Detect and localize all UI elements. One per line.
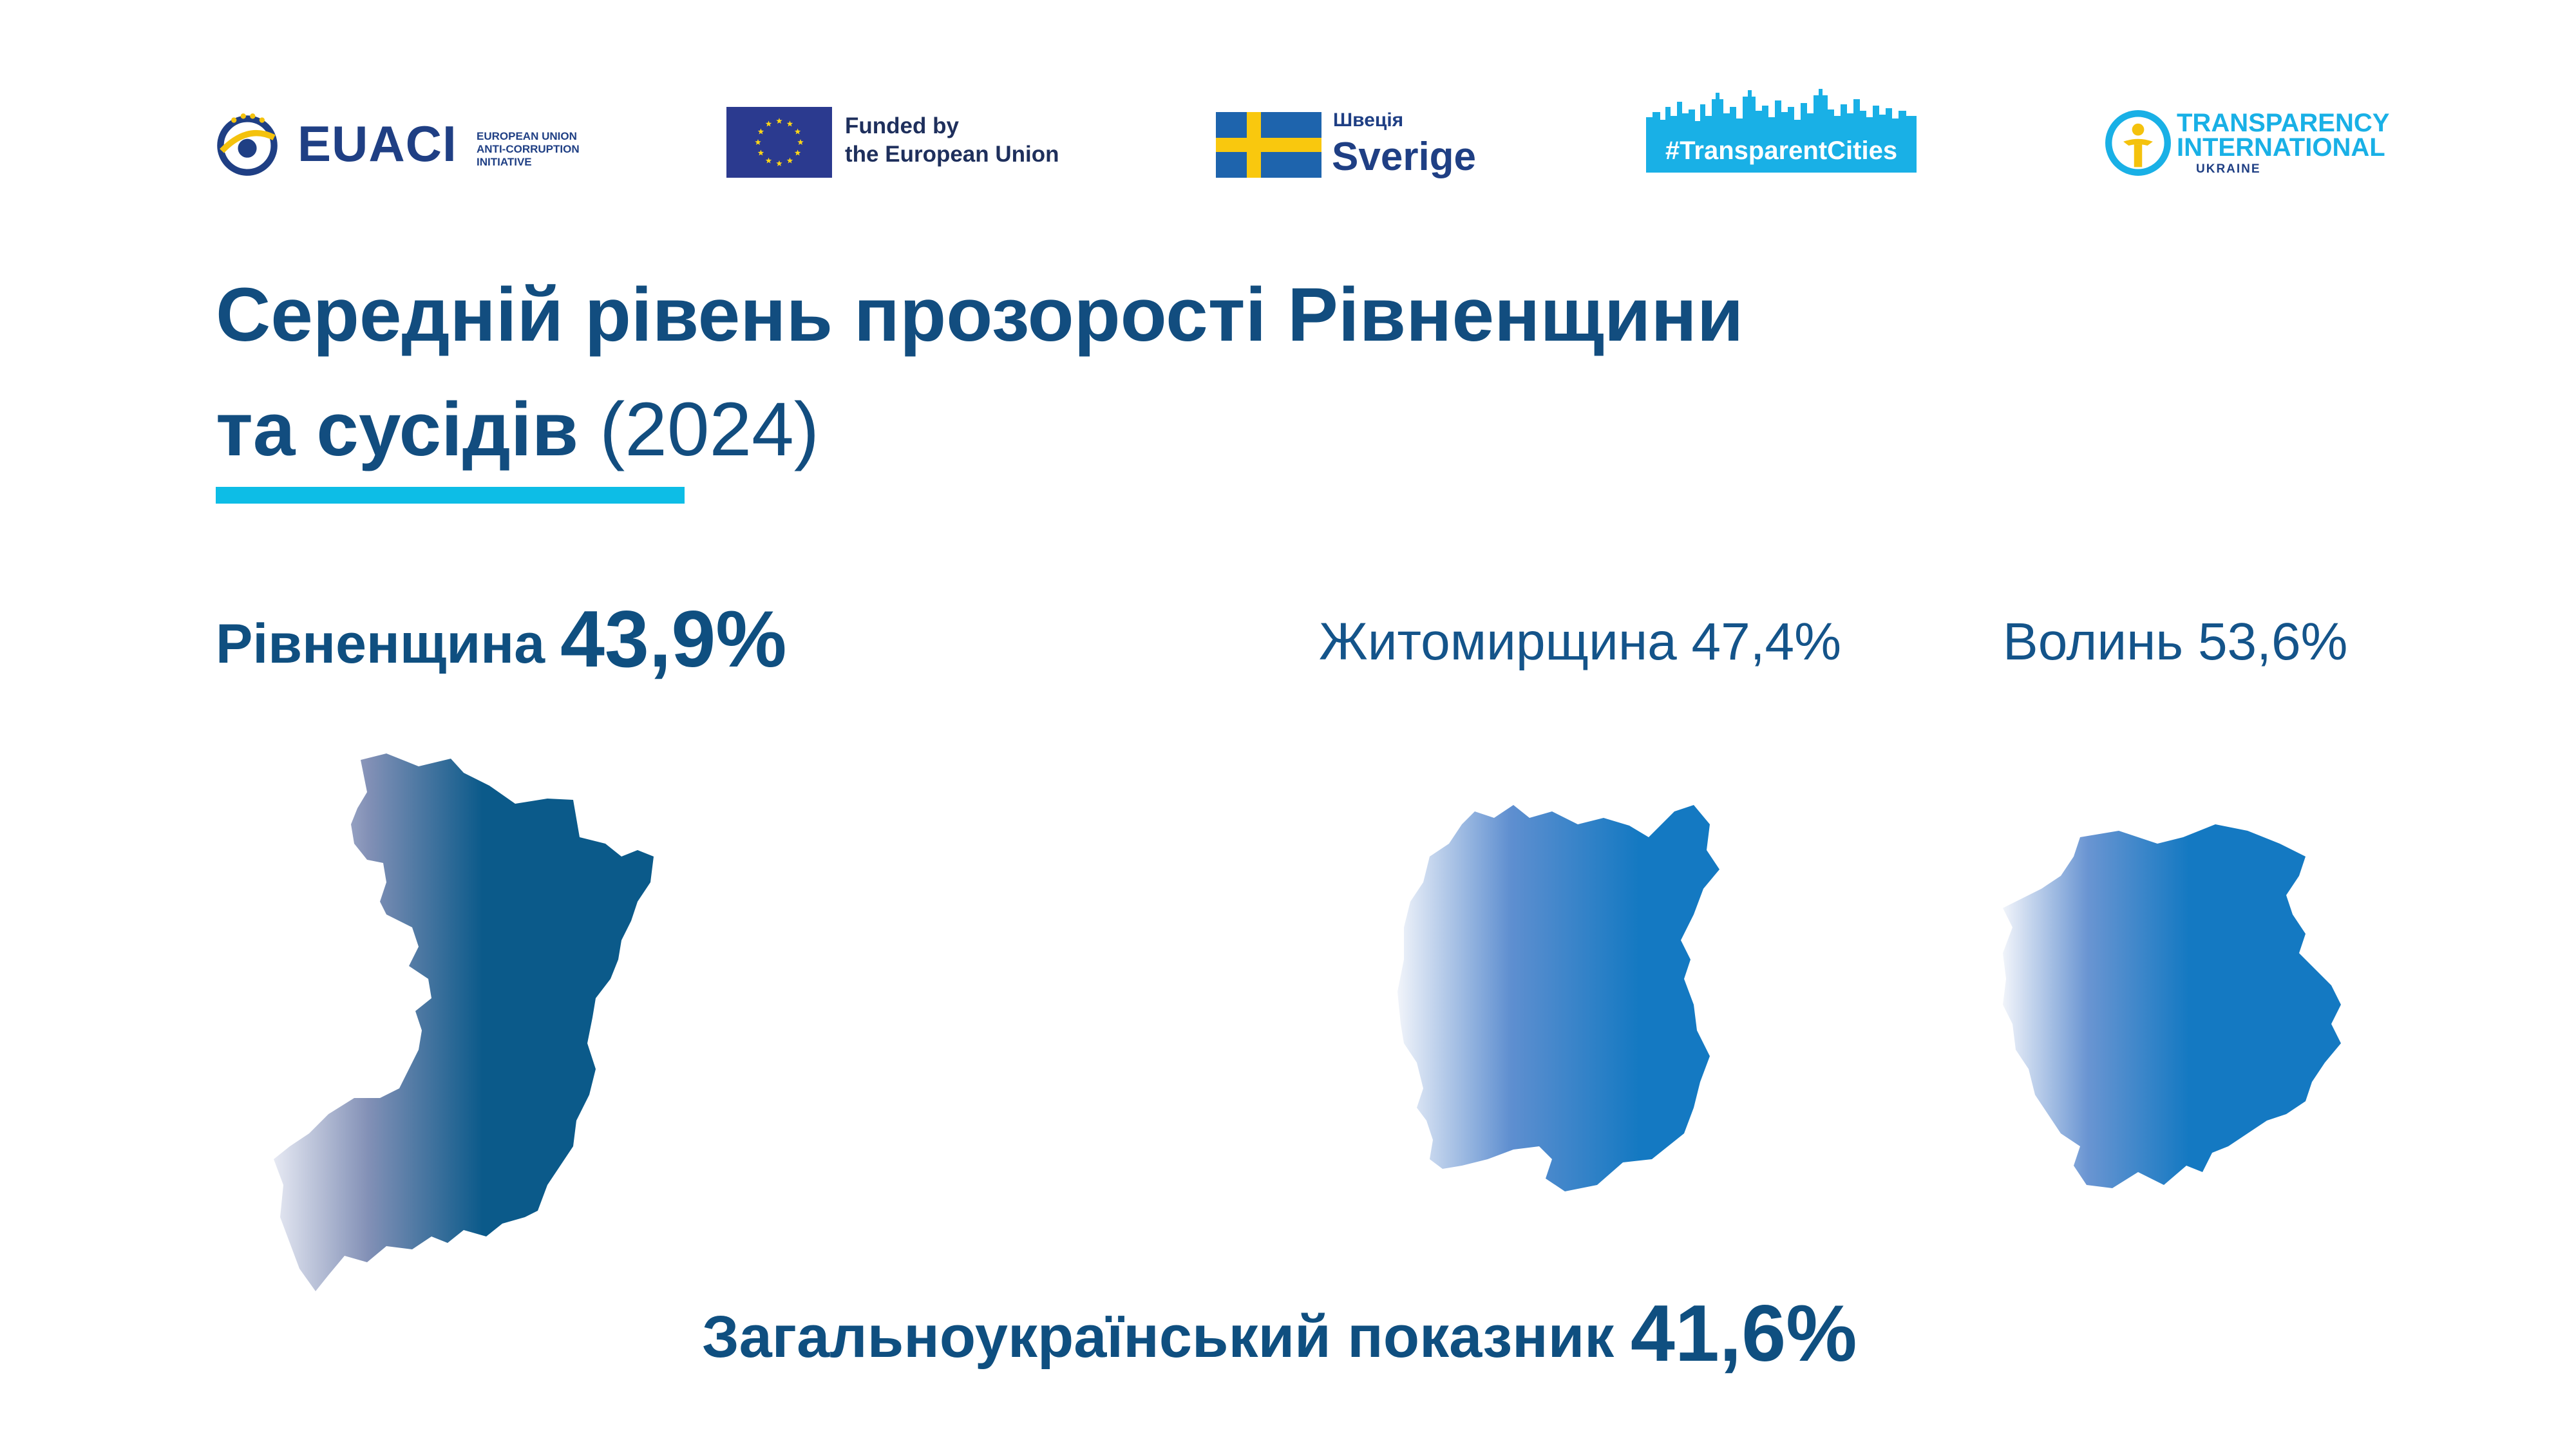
- rivne-value: 43,9%: [560, 595, 787, 684]
- rivne-label: Рівненщина 43,9%: [216, 594, 787, 685]
- ti-wordmark-line: TRANSPARENCY: [2177, 109, 2390, 137]
- volyn-label: Волинь 53,6%: [2003, 612, 2347, 672]
- euaci-subtitle: EUROPEAN UNION ANTI-CORRUPTION INITIATIV…: [477, 130, 580, 169]
- volyn-value: 53,6%: [2197, 612, 2348, 671]
- zhytomyr-value: 47,4%: [1691, 612, 1842, 671]
- transparent-cities-text: #TransparentCities: [1665, 137, 1898, 165]
- eu-flag-icon: [726, 107, 832, 178]
- eu-star-icon: [776, 118, 782, 124]
- national-value: 41,6%: [1630, 1289, 1857, 1378]
- sweden-flag-icon: [1216, 112, 1321, 178]
- national-label: Загальноукраїнський показник: [702, 1304, 1615, 1370]
- zhytomyr-region-map: [1397, 805, 1719, 1191]
- transparent-cities-banner: [1646, 133, 1917, 173]
- eu-star-icon: [786, 120, 793, 127]
- ti-wordmark: TRANSPARENCY INTERNATIONAL: [2177, 109, 2390, 162]
- euaci-logo: EUACI EUROPEAN UNION ANTI-CORRUPTION INI…: [214, 108, 613, 179]
- rivne-region-map: [274, 753, 654, 1291]
- volyn-region-map: [2003, 824, 2341, 1188]
- page-title-line-1: Середній рівень прозорості Рівненщини: [216, 272, 1744, 357]
- eu-funded-line: Funded by: [845, 113, 959, 138]
- eu-star-icon: [755, 139, 761, 146]
- page-title: Середній рівень прозорості Рівненщини та…: [216, 258, 2277, 487]
- ti-country: UKRAINE: [2196, 162, 2261, 176]
- euaci-subtitle-line: EUROPEAN UNION: [477, 130, 577, 142]
- eu-star-icon: [765, 120, 772, 127]
- euaci-wordmark: EUACI: [298, 115, 457, 172]
- title-underline: [216, 487, 685, 504]
- sweden-label-ua: Швеція: [1333, 109, 1404, 131]
- volyn-region-shape: [2003, 824, 2341, 1188]
- logo-bar: EUACI EUROPEAN UNION ANTI-CORRUPTION INI…: [0, 0, 2576, 193]
- page-title-year: (2024): [599, 387, 820, 472]
- eu-star-icon: [765, 157, 772, 164]
- eu-funded-line: the European Union: [845, 142, 1059, 167]
- rivne-region-shape: [274, 753, 654, 1291]
- eu-star-icon: [786, 157, 793, 164]
- national-indicator: Загальноукраїнський показник 41,6%: [702, 1288, 1857, 1379]
- sweden-label: Sverige: [1332, 135, 1477, 179]
- zhytomyr-label: Житомирщина 47,4%: [1319, 612, 1841, 672]
- page-title-line-2: та сусідів: [216, 387, 579, 472]
- euaci-subtitle-line: INITIATIVE: [477, 156, 532, 168]
- transparent-cities-logo: #TransparentCities: [1646, 88, 1917, 178]
- eu-star-icon: [757, 149, 764, 156]
- sweden-logo: Швеція Sverige: [1216, 109, 1486, 184]
- eu-star-icon: [757, 128, 764, 135]
- rivne-name: Рівненщина: [216, 613, 545, 675]
- eu-star-icon: [794, 128, 801, 135]
- ti-wordmark-line: INTERNATIONAL: [2177, 133, 2385, 162]
- zhytomyr-name: Житомирщина: [1319, 612, 1677, 671]
- eu-funded-text: Funded by the European Union: [845, 112, 1059, 169]
- ti-emblem-icon: [2105, 110, 2171, 176]
- ti-ukraine-logo: TRANSPARENCY INTERNATIONAL UKRAINE: [2105, 109, 2401, 187]
- euaci-emblem-icon: [217, 113, 278, 176]
- euaci-subtitle-line: ANTI-CORRUPTION: [477, 143, 580, 155]
- city-skyline-icon: [1646, 89, 1917, 134]
- volyn-name: Волинь: [2003, 612, 2184, 671]
- eu-star-icon: [797, 139, 804, 146]
- eu-star-icon: [776, 160, 782, 167]
- zhytomyr-region-shape: [1397, 805, 1719, 1191]
- eu-funded-logo: Funded by the European Union: [726, 107, 1113, 179]
- eu-star-icon: [794, 149, 801, 156]
